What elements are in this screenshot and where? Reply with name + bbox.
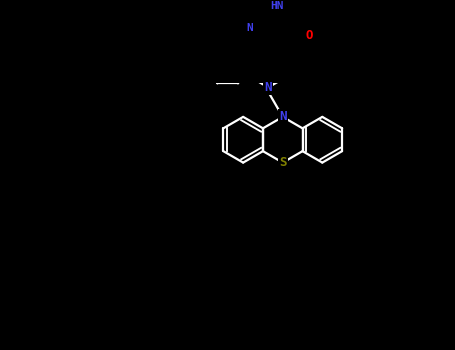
Text: N: N bbox=[246, 23, 253, 33]
Text: N: N bbox=[264, 81, 272, 94]
Text: S: S bbox=[279, 156, 287, 169]
Text: HN: HN bbox=[270, 1, 283, 11]
Text: O: O bbox=[305, 29, 313, 42]
Text: N: N bbox=[279, 110, 287, 124]
